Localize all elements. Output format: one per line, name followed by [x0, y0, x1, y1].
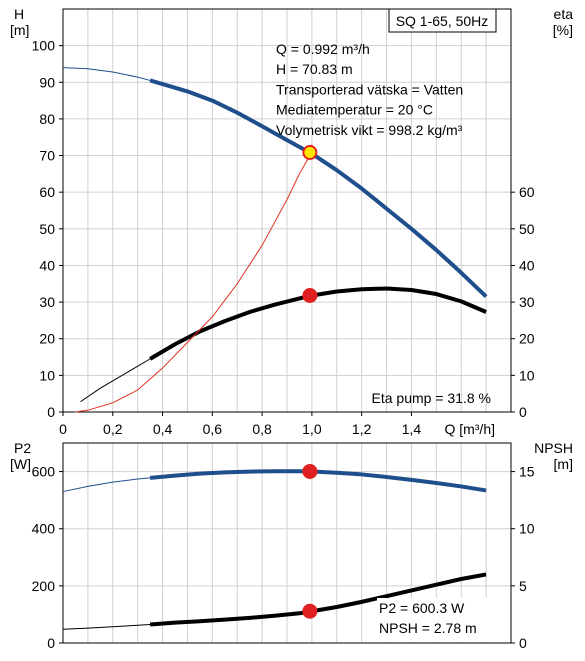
- y-left-tick-label: 40: [39, 257, 55, 273]
- y-left-tick-label: 10: [39, 367, 55, 383]
- plot-frame: [62, 442, 512, 644]
- y-right-tick-label: 60: [519, 184, 535, 200]
- y-left-tick-label: 50: [39, 221, 55, 237]
- x-tick-label: 0,6: [203, 421, 223, 437]
- plot-frame: [62, 8, 512, 413]
- y-right-tick-label: 0: [519, 404, 527, 420]
- bottom-info-bg: [377, 598, 497, 642]
- y-right-tick-label: 50: [519, 221, 535, 237]
- series-curve-thin: [62, 67, 151, 81]
- eta-annotation: Eta pump = 31.8 %: [372, 390, 491, 406]
- duty-point-info: Volymetrisk vikt = 998.2 kg/m³: [276, 122, 463, 138]
- series-curve-thin: [62, 477, 151, 493]
- y-right-tick-label: 15: [519, 464, 535, 480]
- x-tick-label: 0: [59, 421, 67, 437]
- y-right-tick-label: 10: [519, 521, 535, 537]
- chart-title: SQ 1-65, 50Hz: [396, 13, 489, 29]
- y-left-tick-label: 80: [39, 111, 55, 127]
- y-left-tick-label: 70: [39, 148, 55, 164]
- y-left-tick-label: 600: [32, 464, 56, 480]
- y-left-axis-unit: [m]: [10, 22, 29, 38]
- y-right-tick-label: 5: [519, 578, 527, 594]
- series-curve-thin: [62, 623, 151, 630]
- y-left-tick-label: 20: [39, 331, 55, 347]
- x-tick-label: 1,2: [352, 421, 372, 437]
- y-left-tick-label: 60: [39, 184, 55, 200]
- duty-point-marker: [302, 287, 318, 303]
- duty-point-info: H = 70.83 m: [276, 61, 353, 77]
- y-right-tick-label: 30: [519, 294, 535, 310]
- y-right-axis-unit: [%]: [553, 22, 573, 38]
- duty-point-info: Q = 0.992 m³/h: [276, 41, 370, 57]
- y-left-tick-label: 0: [47, 635, 55, 651]
- series-curve: [149, 286, 487, 361]
- duty-point-marker: [302, 603, 318, 619]
- x-tick-label: 1,4: [402, 421, 422, 437]
- y-left-axis-name: P2: [14, 440, 31, 456]
- y-left-tick-label: 200: [32, 578, 56, 594]
- y-right-axis-unit: [m]: [554, 456, 573, 472]
- duty-point-marker: [302, 463, 318, 479]
- y-left-axis-unit: [W]: [10, 456, 31, 472]
- y-right-tick-label: 0: [519, 635, 527, 651]
- series-curve: [149, 469, 487, 493]
- y-left-tick-label: 90: [39, 74, 55, 90]
- y-left-tick-label: 400: [32, 521, 56, 537]
- duty-point-info: Transporterad vätska = Vatten: [276, 81, 463, 97]
- y-left-tick-label: 100: [32, 38, 56, 54]
- y-left-tick-label: 30: [39, 294, 55, 310]
- y-right-axis-name: NPSH: [534, 440, 573, 456]
- x-axis-label: Q [m³/h]: [444, 421, 495, 437]
- series-curve-thin: [80, 358, 151, 403]
- series-curve-thin: [75, 144, 313, 413]
- x-tick-label: 1,0: [302, 421, 322, 437]
- bottom-duty-info: NPSH = 2.78 m: [379, 620, 477, 636]
- y-right-axis-name: eta: [554, 6, 574, 22]
- y-left-tick-label: 0: [47, 404, 55, 420]
- x-tick-label: 0,2: [103, 421, 123, 437]
- x-tick-label: 0,8: [252, 421, 272, 437]
- bottom-duty-info: P2 = 600.3 W: [379, 600, 465, 616]
- duty-point-marker: [302, 145, 318, 161]
- duty-point-info: Mediatemperatur = 20 °C: [276, 102, 433, 118]
- y-left-axis-name: H: [14, 6, 24, 22]
- y-right-tick-label: 10: [519, 367, 535, 383]
- title-box: [388, 8, 497, 33]
- x-tick-label: 0,4: [153, 421, 173, 437]
- y-right-tick-label: 40: [519, 257, 535, 273]
- y-right-tick-label: 20: [519, 331, 535, 347]
